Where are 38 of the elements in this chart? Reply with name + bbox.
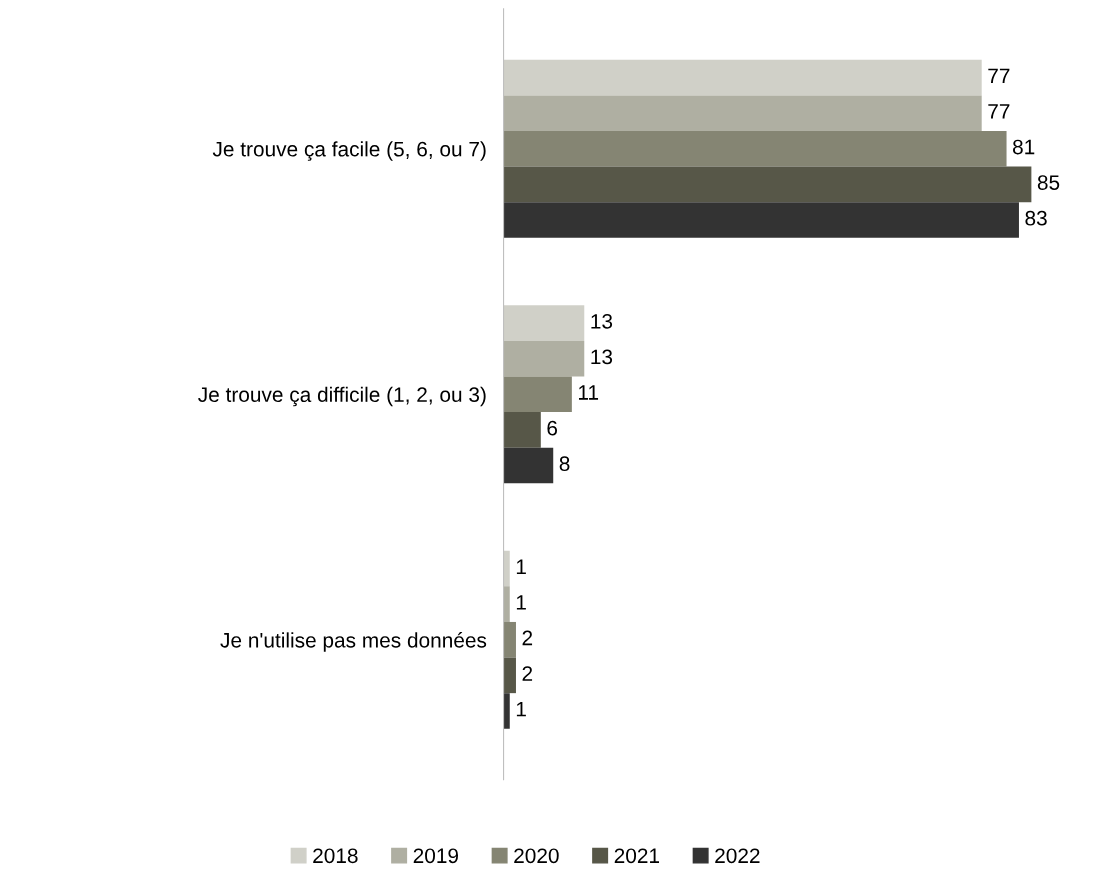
- bar: [503, 447, 554, 484]
- legend-label: 2019: [413, 848, 459, 864]
- legend-label: 2022: [715, 848, 760, 864]
- y-tick-label: Je trouve ça difficile (1, 2, ou 3): [198, 386, 486, 407]
- data-label: 83: [1025, 210, 1047, 226]
- data-label: 11: [579, 385, 599, 400]
- bar: [503, 657, 516, 694]
- bar: [503, 621, 516, 658]
- bar: [503, 412, 541, 448]
- data-label: 81: [1013, 139, 1035, 155]
- legend-label: 2020: [514, 848, 559, 864]
- bar: [503, 130, 1007, 167]
- bar: [503, 693, 510, 729]
- data-label: 1: [516, 595, 526, 610]
- data-label: 8: [559, 456, 570, 472]
- bar: [503, 305, 585, 341]
- data-label: 1: [516, 559, 526, 574]
- data-label: 1: [516, 702, 526, 717]
- data-label: 13: [591, 349, 613, 365]
- data-label: 2: [522, 630, 533, 646]
- data-label: 85: [1037, 175, 1060, 190]
- data-label: 13: [591, 313, 613, 329]
- data-label: 77: [988, 68, 1010, 83]
- bar: [503, 59, 982, 96]
- legend-label: 2018: [313, 848, 358, 864]
- bar: [503, 166, 1032, 203]
- bar: [503, 376, 572, 413]
- legend-label: 2021: [614, 848, 660, 864]
- data-label: 2: [522, 666, 533, 681]
- y-tick-label: Je trouve ça facile (5, 6, ou 7): [212, 141, 486, 161]
- bar: [503, 202, 1019, 238]
- bar: [503, 95, 982, 131]
- bar: [503, 550, 510, 587]
- data-label: 6: [547, 420, 558, 436]
- data-label: 77: [988, 104, 1010, 119]
- bar: [503, 586, 510, 622]
- y-tick-label: Je n'utilise pas mes données: [220, 632, 487, 652]
- bar: [503, 340, 585, 377]
